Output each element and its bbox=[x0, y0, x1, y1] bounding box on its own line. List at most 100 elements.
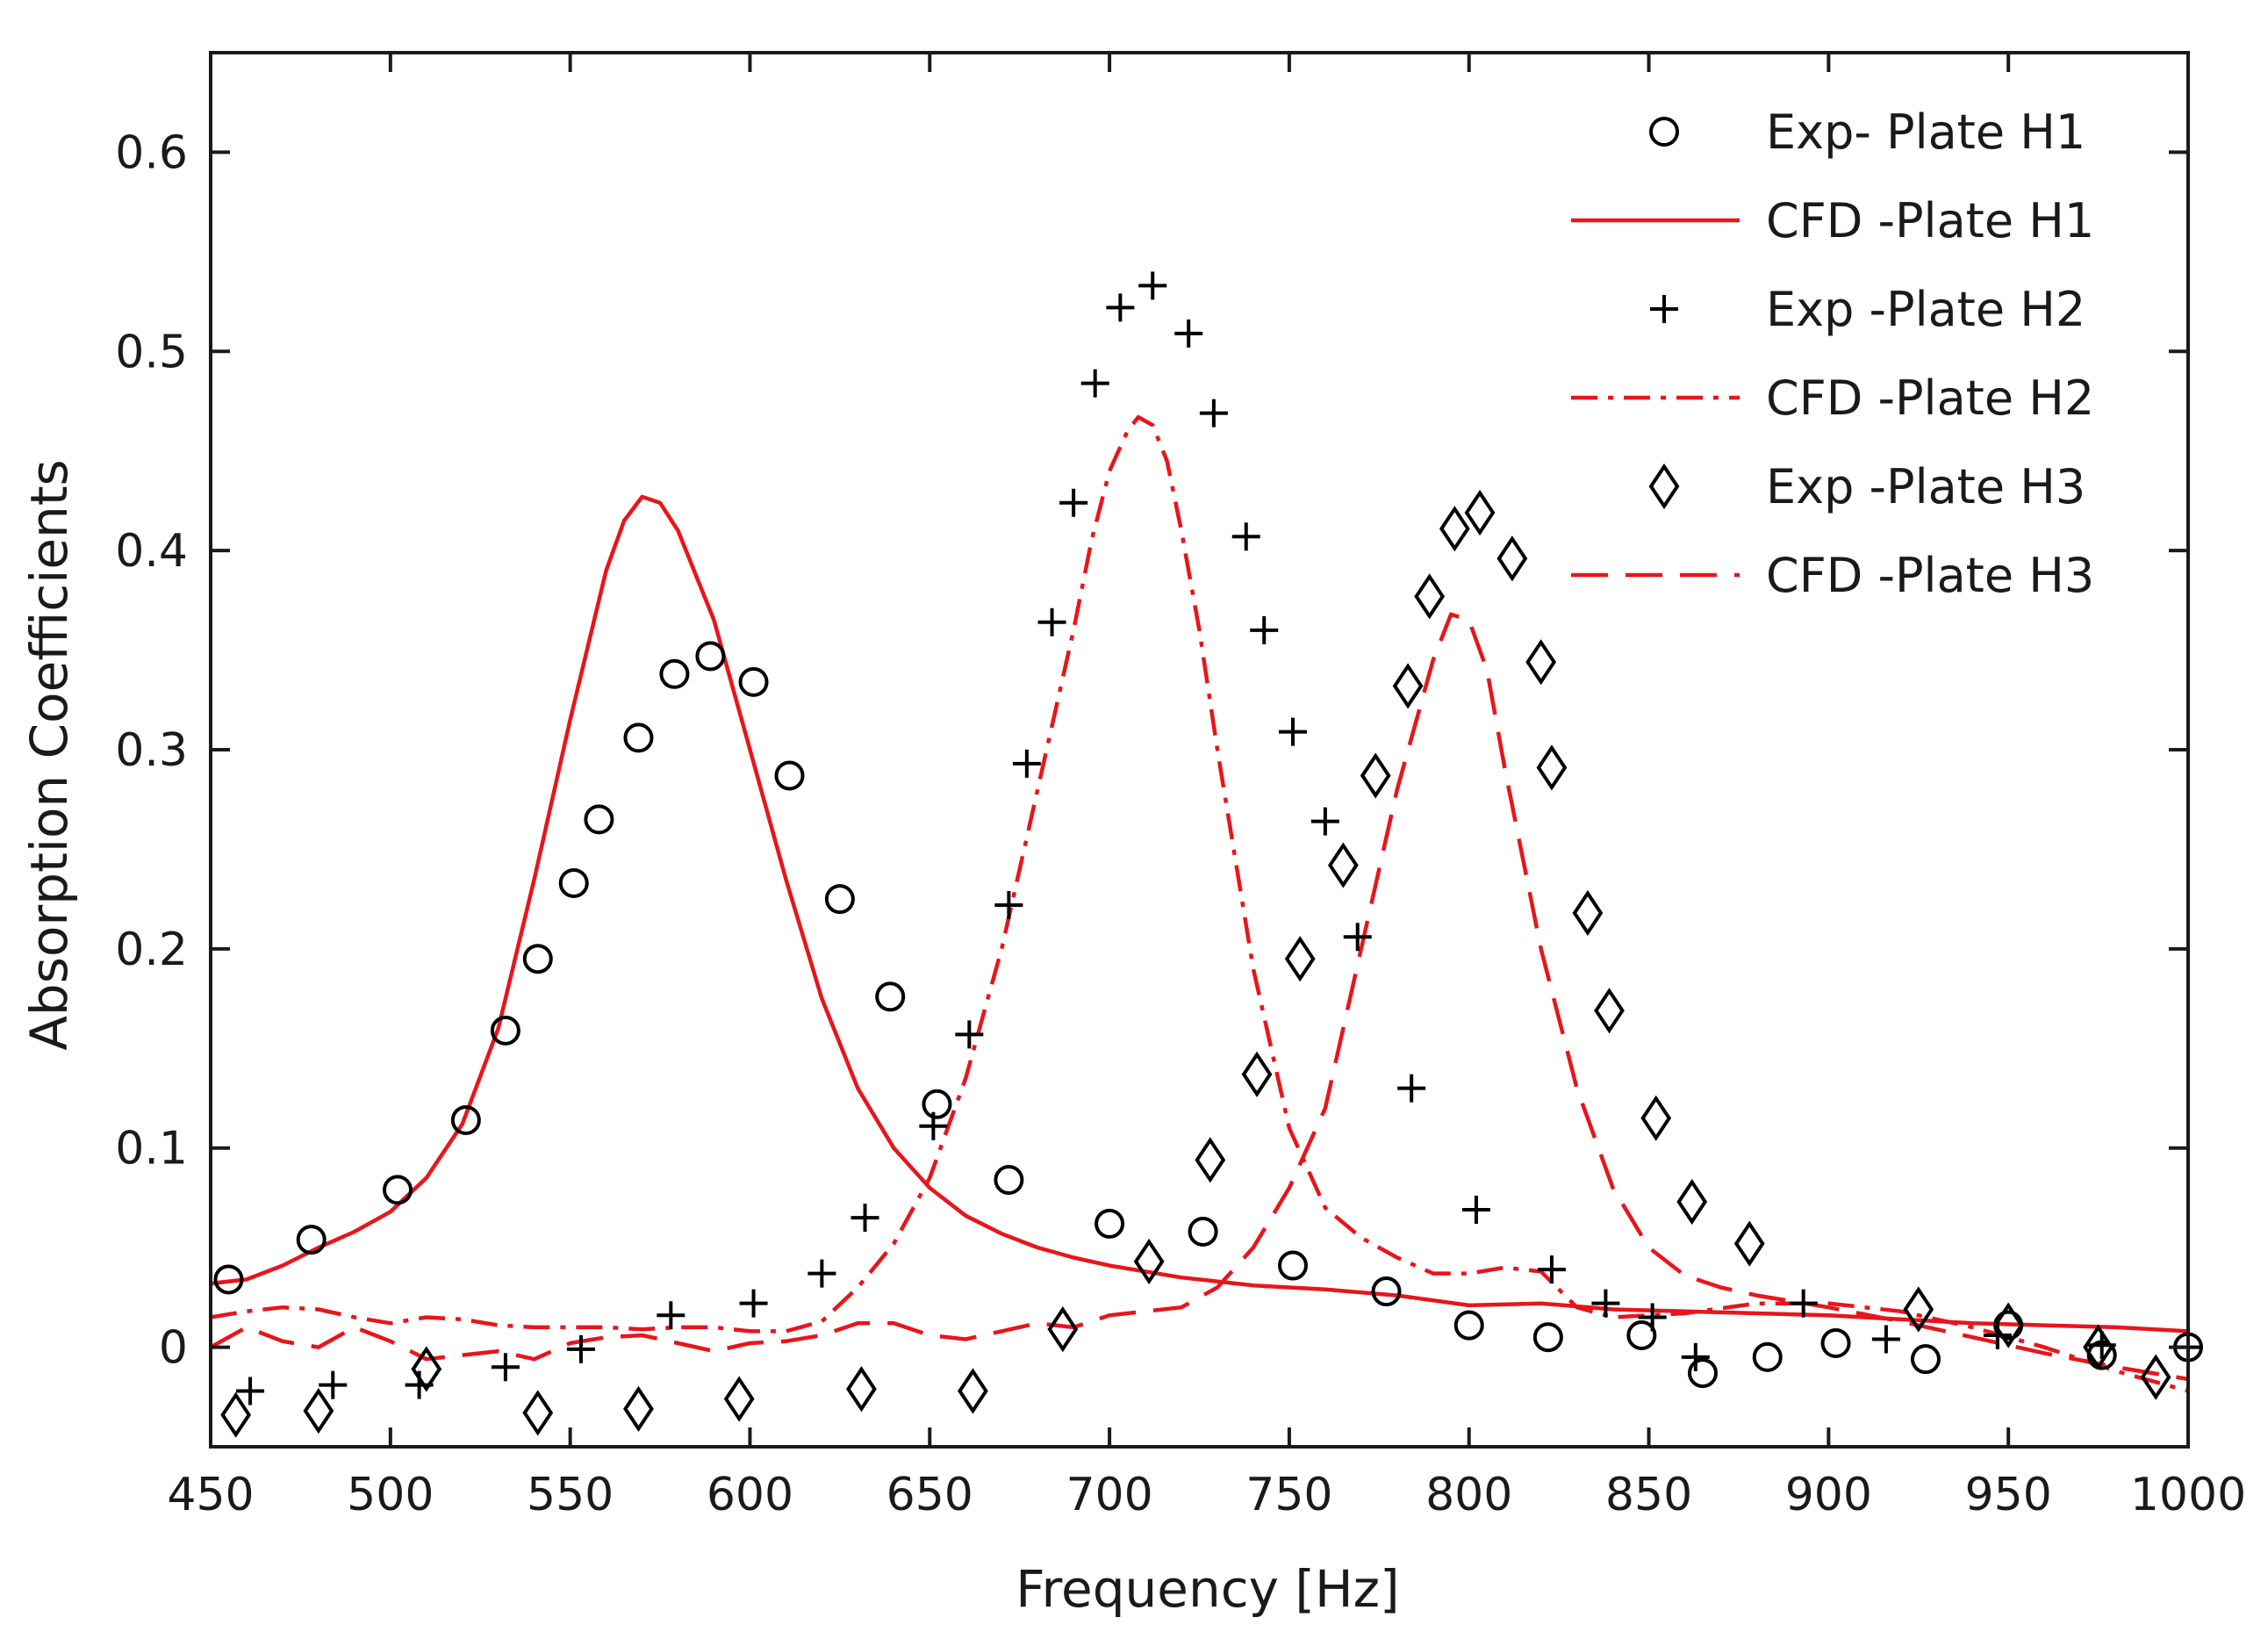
legend-label-exp-plate-h2: Exp -Plate H2 bbox=[1766, 282, 2085, 337]
data-point-exp-plate-h2 bbox=[1789, 1289, 1818, 1318]
data-point-exp-plate-h3 bbox=[1133, 1238, 1165, 1285]
data-point-exp-plate-h2 bbox=[1461, 1196, 1490, 1225]
data-point-exp-plate-h1 bbox=[1626, 1319, 1657, 1350]
data-point-exp-plate-h1 bbox=[1820, 1328, 1851, 1359]
data-point-exp-plate-h3 bbox=[1536, 744, 1568, 791]
data-point-exp-plate-h2 bbox=[1231, 522, 1260, 551]
legend: Exp- Plate H1 CFD -Plate H1 Exp -Plate H2 C… bbox=[1571, 104, 2094, 603]
y-tick-label: 0 bbox=[159, 1322, 188, 1375]
data-point-exp-plate-h3 bbox=[1464, 489, 1496, 536]
data-point-exp-plate-h3 bbox=[1733, 1220, 1765, 1267]
data-point-exp-plate-h1 bbox=[1095, 1208, 1125, 1239]
data-point-exp-plate-h1 bbox=[1687, 1358, 1718, 1389]
axes-layer: 450 500 550 600 650 700 750 800 850 900 950 1000 0 0.… bbox=[115, 51, 2246, 1521]
data-point-exp-plate-h3 bbox=[1392, 663, 1424, 709]
series-line-cfd-plate-h3 bbox=[211, 612, 2188, 1382]
legend-swatch-exp-plate-h2 bbox=[1650, 295, 1678, 323]
legend-label-cfd-plate-h1: CFD -Plate H1 bbox=[1766, 193, 2094, 248]
data-point-exp-plate-h3 bbox=[522, 1390, 554, 1436]
data-point-exp-plate-h3 bbox=[723, 1376, 755, 1422]
legend-label-exp-plate-h3: Exp -Plate H3 bbox=[1766, 459, 2085, 514]
data-point-exp-plate-h3 bbox=[623, 1385, 654, 1433]
data-point-exp-plate-h3 bbox=[1676, 1178, 1708, 1226]
data-point-exp-plate-h1 bbox=[1278, 1250, 1309, 1281]
data-point-exp-plate-h1 bbox=[659, 658, 690, 689]
data-point-exp-plate-h3 bbox=[1525, 639, 1557, 686]
data-point-exp-plate-h2 bbox=[955, 1020, 984, 1049]
x-tick-label: 650 bbox=[886, 1469, 973, 1521]
data-point-exp-plate-h3 bbox=[411, 1346, 442, 1392]
data-point-exp-plate-h3 bbox=[846, 1366, 877, 1413]
data-point-exp-plate-h1 bbox=[774, 760, 805, 791]
y-tick-label: 0.6 bbox=[115, 126, 188, 179]
data-point-exp-plate-h1 bbox=[213, 1264, 244, 1295]
legend-swatch-exp-plate-h3 bbox=[1648, 463, 1680, 510]
y-tick-label: 0.1 bbox=[115, 1123, 188, 1175]
data-point-exp-plate-h2 bbox=[1250, 615, 1279, 644]
data-point-exp-plate-h3 bbox=[2083, 1324, 2114, 1370]
data-point-exp-plate-h3 bbox=[1640, 1095, 1672, 1141]
data-point-exp-plate-h2 bbox=[491, 1353, 520, 1382]
data-point-exp-plate-h1 bbox=[1752, 1341, 1783, 1372]
data-point-exp-plate-h1 bbox=[623, 723, 654, 753]
data-point-exp-plate-h1 bbox=[1910, 1344, 1941, 1375]
data-point-exp-plate-h1 bbox=[994, 1165, 1024, 1196]
data-point-exp-plate-h3 bbox=[1195, 1137, 1226, 1183]
y-tick-label: 0.4 bbox=[115, 525, 188, 578]
data-point-exp-plate-h2 bbox=[1138, 271, 1167, 300]
data-point-exp-plate-h3 bbox=[1284, 936, 1316, 982]
data-point-exp-plate-h3 bbox=[1992, 1302, 2024, 1348]
data-point-exp-plate-h3 bbox=[1360, 752, 1391, 799]
data-point-exp-plate-h3 bbox=[1496, 536, 1528, 582]
series-markers-exp-plate-h3 bbox=[220, 489, 2171, 1438]
x-tick-label: 700 bbox=[1066, 1469, 1152, 1521]
data-point-exp-plate-h1 bbox=[824, 884, 855, 915]
data-point-exp-plate-h1 bbox=[584, 804, 614, 835]
x-tick-label: 500 bbox=[347, 1469, 434, 1521]
data-point-exp-plate-h2 bbox=[319, 1370, 348, 1399]
data-point-exp-plate-h2 bbox=[1681, 1342, 1710, 1371]
legend-label-cfd-plate-h3: CFD -Plate H3 bbox=[1766, 548, 2094, 603]
x-axis-title: Frequency [Hz] bbox=[1016, 1559, 1399, 1619]
data-point-exp-plate-h1 bbox=[695, 641, 726, 672]
data-point-exp-plate-h2 bbox=[1279, 717, 1308, 746]
data-point-exp-plate-h1 bbox=[490, 1015, 520, 1046]
data-point-exp-plate-h3 bbox=[1594, 988, 1625, 1034]
data-point-exp-plate-h2 bbox=[1397, 1074, 1426, 1103]
data-point-exp-plate-h2 bbox=[1638, 1303, 1667, 1332]
data-point-exp-plate-h3 bbox=[2140, 1354, 2171, 1400]
legend-swatch-exp-plate-h1 bbox=[1649, 117, 1679, 147]
line-series-group bbox=[211, 414, 2188, 1393]
y-axis-title: Absorption Coefficients bbox=[19, 459, 79, 1051]
data-point-exp-plate-h2 bbox=[1591, 1289, 1620, 1318]
x-tick-label: 450 bbox=[167, 1469, 254, 1521]
data-point-exp-plate-h3 bbox=[1414, 573, 1446, 620]
x-tick-label: 950 bbox=[1965, 1469, 2052, 1521]
x-tick-label: 800 bbox=[1425, 1469, 1512, 1521]
data-point-exp-plate-h2 bbox=[994, 890, 1023, 919]
data-point-exp-plate-h2 bbox=[1037, 608, 1066, 636]
x-tick-label: 750 bbox=[1245, 1469, 1332, 1521]
data-point-exp-plate-h2 bbox=[1012, 749, 1041, 778]
data-point-exp-plate-h2 bbox=[1871, 1325, 1900, 1354]
data-point-exp-plate-h1 bbox=[1453, 1310, 1484, 1341]
x-tick-label: 900 bbox=[1785, 1469, 1872, 1521]
data-point-exp-plate-h3 bbox=[1439, 506, 1470, 552]
y-tick-label: 0.2 bbox=[115, 924, 188, 976]
data-point-exp-plate-h2 bbox=[1106, 293, 1135, 322]
series-layer bbox=[211, 271, 2203, 1438]
data-point-exp-plate-h3 bbox=[220, 1391, 252, 1438]
marker-series-group bbox=[213, 271, 2203, 1438]
series-line-cfd-plate-h2 bbox=[211, 414, 2188, 1393]
data-point-exp-plate-h3 bbox=[958, 1368, 988, 1414]
data-point-exp-plate-h1 bbox=[922, 1089, 952, 1119]
data-point-exp-plate-h3 bbox=[1903, 1286, 1934, 1333]
data-point-exp-plate-h3 bbox=[1327, 842, 1359, 888]
data-point-exp-plate-h2 bbox=[657, 1301, 685, 1330]
data-point-exp-plate-h1 bbox=[738, 666, 769, 697]
series-line-cfd-plate-h1 bbox=[211, 494, 2188, 1334]
legend-label-exp-plate-h1: Exp- Plate H1 bbox=[1766, 104, 2085, 160]
x-tick-label: 1000 bbox=[2130, 1469, 2246, 1521]
